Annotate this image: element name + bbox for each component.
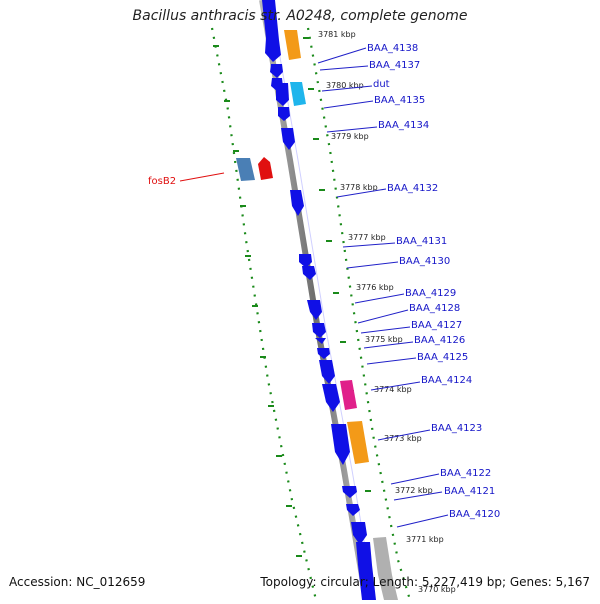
fosb2-neighbor-gene: [236, 158, 255, 181]
gene-label: dut: [373, 79, 390, 90]
gene-block-5: [278, 107, 290, 121]
topology-text: Topology: circular; Length: 5,227,419 bp…: [260, 575, 590, 589]
gene-label: BAA_4126: [414, 335, 465, 346]
gene-block-4: [276, 83, 289, 106]
scale-label: 3772 kbp: [395, 486, 433, 495]
scale-label: 3776 kbp: [356, 283, 394, 292]
gene-label: BAA_4137: [369, 60, 420, 71]
fosb2-leader-line: [179, 172, 225, 182]
scale-labels: 3781 kbp 3780 kbp 3779 kbp 3778 kbp 3777…: [318, 30, 456, 594]
gene-block-9: [302, 266, 316, 280]
gene-labels: BAA_4138 BAA_4137 dut BAA_4135 BAA_4134 …: [367, 43, 500, 520]
scale-label: 3775 kbp: [365, 335, 403, 344]
scale-ticks: [213, 37, 380, 557]
fosb2-gene: [258, 157, 273, 180]
gene-block-15: [322, 384, 340, 412]
gene-block-20: [356, 542, 376, 600]
gene-block-1: [262, 0, 281, 62]
accession-text: Accession: NC_012659: [9, 575, 146, 589]
gene-block-17: [342, 486, 357, 498]
scale-label: 3773 kbp: [384, 434, 422, 443]
gene-block-11: [312, 323, 326, 338]
gene-label: BAA_4131: [396, 236, 447, 247]
gene-label: BAA_4120: [449, 509, 500, 520]
scale-label: 3771 kbp: [406, 535, 444, 544]
gene-label: BAA_4124: [421, 375, 472, 386]
gene-block-18: [346, 504, 360, 516]
scale-label: 3779 kbp: [331, 132, 369, 141]
gene-block-10: [307, 300, 322, 320]
scale-label: 3780 kbp: [326, 81, 364, 90]
orange-feature-bottom: [347, 421, 369, 464]
map-title: Bacillus anthracis str. A0248, complete …: [132, 8, 468, 24]
gene-block-2: [270, 64, 283, 78]
gene-label: BAA_4121: [444, 486, 495, 497]
gene-label: BAA_4125: [417, 352, 468, 363]
scale-label: 3777 kbp: [348, 233, 386, 242]
outer-track-guide: [210, 27, 318, 601]
gene-block-6: [281, 128, 295, 150]
gene-block-12: [315, 338, 326, 344]
gene-label: BAA_4129: [405, 288, 456, 299]
magenta-feature: [340, 380, 357, 410]
orange-feature-top: [284, 30, 301, 60]
scale-label: 3770 kbp: [418, 585, 456, 594]
gene-label: BAA_4127: [411, 320, 462, 331]
genome-backbone-inner: [269, 0, 375, 601]
cyan-feature-dut: [290, 82, 306, 106]
fosb2-label: fosB2: [148, 176, 176, 187]
gene-label: BAA_4138: [367, 43, 418, 54]
scale-label: 3778 kbp: [340, 183, 378, 192]
scale-label: 3781 kbp: [318, 30, 356, 39]
gene-block-19: [351, 522, 367, 545]
forward-genes: [262, 0, 376, 600]
gene-block-7: [290, 190, 304, 216]
gene-label: BAA_4135: [374, 95, 425, 106]
gene-block-14: [319, 360, 335, 384]
gene-label: BAA_4122: [440, 468, 491, 479]
gene-label: BAA_4130: [399, 256, 450, 267]
gene-label: BAA_4134: [378, 120, 429, 131]
gene-label: BAA_4128: [409, 303, 460, 314]
gene-block-13: [317, 348, 330, 359]
gene-label: BAA_4132: [387, 183, 438, 194]
grey-feature: [373, 537, 398, 600]
gene-label: BAA_4123: [431, 423, 482, 434]
scale-label: 3774 kbp: [374, 385, 412, 394]
gene-block-8: [299, 254, 312, 268]
gene-leader-lines: [317, 47, 449, 528]
gene-block-16: [331, 424, 350, 465]
